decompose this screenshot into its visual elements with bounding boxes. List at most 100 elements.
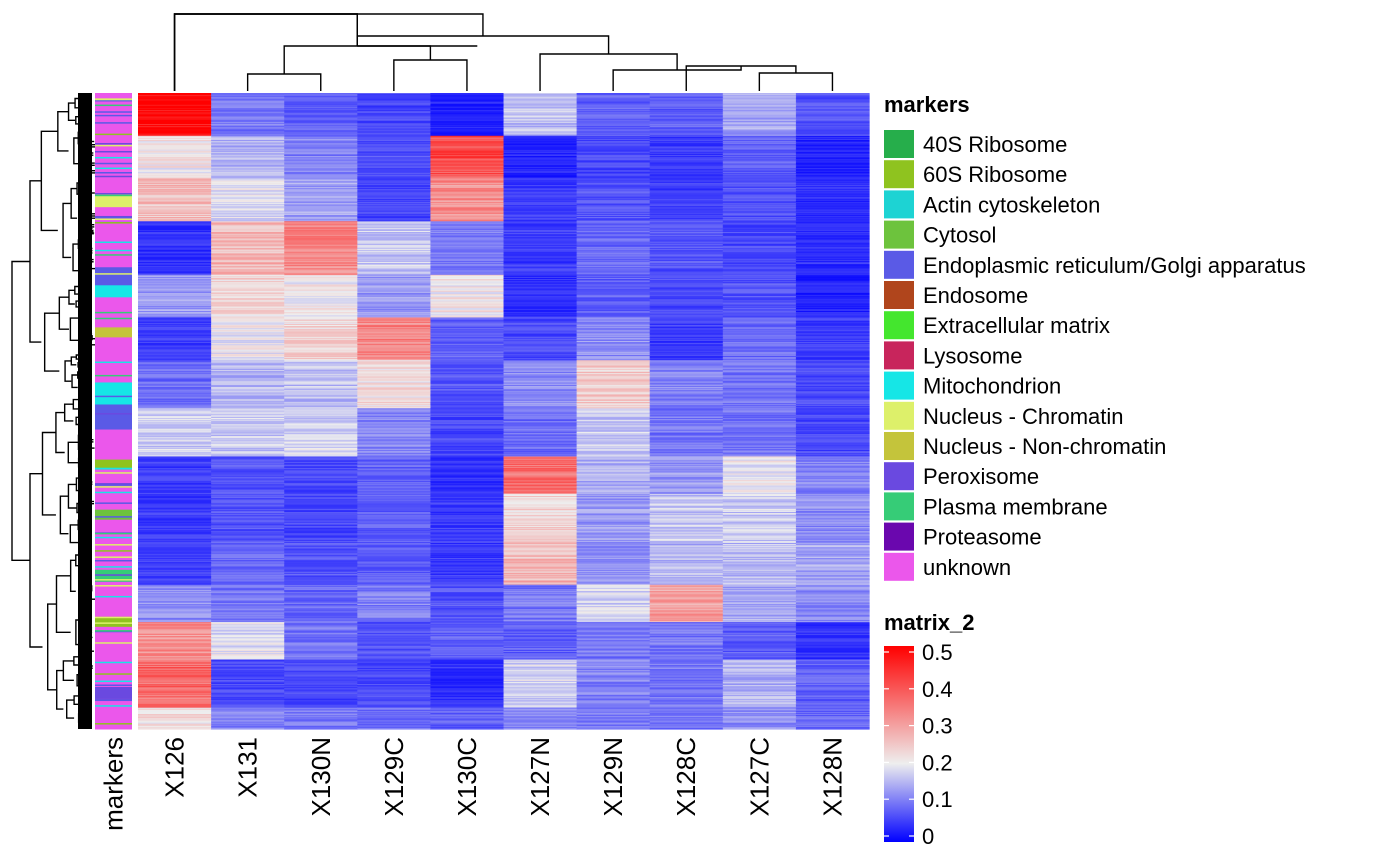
heatmap-cell xyxy=(649,533,724,536)
heatmap-cell xyxy=(138,360,212,362)
heatmap-cell xyxy=(211,207,285,210)
heatmap-cell xyxy=(722,273,797,276)
heatmap-cell xyxy=(211,337,285,340)
heatmap-cell xyxy=(576,375,651,377)
heatmap-cell xyxy=(357,514,431,516)
heatmap-cell xyxy=(722,159,797,161)
heatmap-cell xyxy=(649,210,724,213)
heatmap-cell xyxy=(576,521,651,524)
heatmap-cell xyxy=(503,513,578,515)
heatmap-cell xyxy=(430,285,505,288)
heatmap-cell xyxy=(357,502,431,505)
heatmap-cell xyxy=(722,230,797,233)
heatmap-cell xyxy=(722,200,797,203)
heatmap-cell xyxy=(503,379,578,382)
heatmap-cell xyxy=(430,488,505,491)
heatmap-cell xyxy=(284,125,358,127)
heatmap-cell xyxy=(430,289,505,292)
heatmap-cell xyxy=(722,426,797,429)
heatmap-cell xyxy=(284,253,358,256)
heatmap-cell xyxy=(357,474,431,477)
heatmap-cell xyxy=(795,270,870,273)
heatmap-cell xyxy=(722,345,797,347)
heatmap-cell xyxy=(576,559,651,561)
heatmap-cell xyxy=(211,445,285,448)
heatmap-cell xyxy=(795,370,870,373)
heatmap-cell xyxy=(430,405,505,407)
heatmap-cell xyxy=(722,178,797,181)
heatmap-cell xyxy=(576,556,651,559)
heatmap-cell xyxy=(357,229,431,232)
heatmap-cell xyxy=(795,250,870,252)
heatmap-cell xyxy=(430,166,505,169)
heatmap-cell xyxy=(430,444,505,447)
heatmap-cell xyxy=(430,354,505,357)
heatmap-cell xyxy=(211,181,285,184)
heatmap-cell xyxy=(503,430,578,433)
heatmap-cell xyxy=(576,281,651,283)
heatmap-cell xyxy=(576,190,651,192)
heatmap-cell xyxy=(430,237,505,239)
heatmap-cell xyxy=(503,247,578,250)
heatmap-cell xyxy=(722,386,797,389)
heatmap-cell xyxy=(138,150,212,153)
heatmap-cell xyxy=(284,271,358,274)
heatmap-cell xyxy=(795,103,870,106)
marker-annotation-cell xyxy=(95,311,132,314)
heatmap-cell xyxy=(284,352,358,355)
heatmap-cell xyxy=(722,497,797,499)
heatmap-cell xyxy=(138,337,212,340)
heatmap-cell xyxy=(576,147,651,150)
heatmap-cell xyxy=(503,477,578,480)
heatmap-cell xyxy=(138,419,212,421)
heatmap-cell xyxy=(430,561,505,563)
heatmap-cell xyxy=(357,223,431,226)
heatmap-cell xyxy=(503,539,578,542)
heatmap-cell xyxy=(138,401,212,404)
heatmap-cell xyxy=(795,534,870,537)
heatmap-cell xyxy=(576,408,651,410)
heatmap-cell xyxy=(503,222,578,225)
heatmap-cell xyxy=(138,276,212,279)
heatmap-cell xyxy=(430,351,505,354)
heatmap-cell xyxy=(503,179,578,182)
heatmap-cell xyxy=(795,222,870,225)
heatmap-cell xyxy=(211,550,285,553)
heatmap-cell xyxy=(795,283,870,285)
heatmap-cell xyxy=(357,525,431,528)
heatmap-cell xyxy=(430,147,505,150)
heatmap-cell xyxy=(576,388,651,390)
heatmap-cell xyxy=(138,524,212,527)
heatmap-cell xyxy=(722,548,797,551)
heatmap-cell xyxy=(357,267,431,269)
heatmap-cell xyxy=(795,340,870,343)
column-dendrogram-branch xyxy=(173,13,358,91)
heatmap-cell xyxy=(138,93,212,95)
heatmap-cell xyxy=(430,551,505,554)
heatmap-cell xyxy=(357,130,431,133)
heatmap-cell xyxy=(649,444,724,447)
heatmap-cell xyxy=(211,220,285,222)
heatmap-cell xyxy=(576,399,651,402)
heatmap-cell xyxy=(503,332,578,335)
marker-annotation-cell xyxy=(95,705,132,707)
heatmap-cell xyxy=(430,190,505,192)
heatmap-cell xyxy=(576,351,651,354)
heatmap-cell xyxy=(722,357,797,359)
heatmap-cell xyxy=(430,309,505,312)
heatmap-cell xyxy=(211,353,285,356)
heatmap-cell xyxy=(722,236,797,238)
heatmap-cell xyxy=(722,402,797,405)
heatmap-cell xyxy=(576,104,651,107)
heatmap-cell xyxy=(576,296,651,298)
heatmap-cell xyxy=(503,307,578,310)
heatmap-cell xyxy=(430,400,505,403)
heatmap-cell xyxy=(722,318,797,321)
heatmap-cell xyxy=(576,333,651,336)
heatmap-cell xyxy=(576,523,651,526)
heatmap-cell xyxy=(138,101,212,104)
heatmap-cell xyxy=(503,172,578,174)
heatmap-cell xyxy=(795,164,870,167)
heatmap-cell xyxy=(649,258,724,261)
heatmap-cell xyxy=(284,432,358,435)
